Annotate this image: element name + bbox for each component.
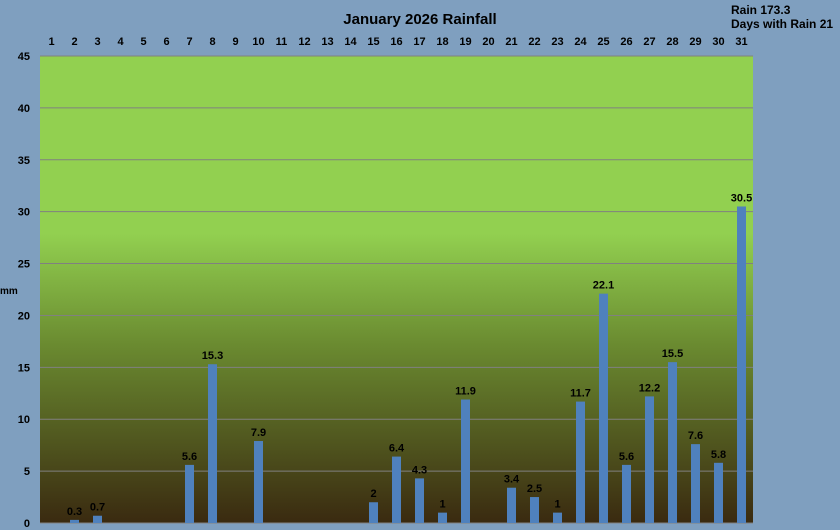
data-label: 15.5 xyxy=(662,348,683,360)
bar xyxy=(645,396,654,523)
y-tick-label: 10 xyxy=(18,414,30,426)
x-tick-label: 1 xyxy=(48,36,54,48)
data-label: 11.9 xyxy=(455,386,476,398)
chart-title: January 2026 Rainfall xyxy=(343,11,496,28)
y-tick-label: 40 xyxy=(18,103,30,115)
bar xyxy=(576,401,585,523)
y-tick-label: 5 xyxy=(24,466,30,478)
x-tick-label: 22 xyxy=(528,36,540,48)
data-label: 11.7 xyxy=(570,388,591,400)
y-tick-label: 45 xyxy=(18,51,30,63)
y-tick-label: 15 xyxy=(18,362,30,374)
x-tick-label: 21 xyxy=(505,36,517,48)
x-tick-label: 29 xyxy=(689,36,701,48)
data-label: 7.6 xyxy=(688,430,703,442)
bar xyxy=(93,515,102,523)
data-label: 3.4 xyxy=(504,474,520,486)
y-tick-label: 20 xyxy=(18,310,30,322)
x-tick-label: 19 xyxy=(459,36,471,48)
x-tick-label: 11 xyxy=(276,36,288,48)
data-label: 5.6 xyxy=(619,451,634,463)
y-tick-label: 25 xyxy=(18,259,30,271)
x-tick-label: 31 xyxy=(735,36,747,48)
data-label: 15.3 xyxy=(202,350,223,362)
bar xyxy=(461,399,470,523)
x-tick-label: 17 xyxy=(413,36,425,48)
bar xyxy=(438,512,447,523)
x-tick-label: 16 xyxy=(390,36,402,48)
bar xyxy=(507,487,516,523)
data-label: 1 xyxy=(439,499,445,511)
x-tick-label: 24 xyxy=(574,36,587,48)
bar xyxy=(691,444,700,523)
data-label: 22.1 xyxy=(593,280,614,292)
data-label: 6.4 xyxy=(389,443,405,455)
x-tick-label: 18 xyxy=(436,36,448,48)
x-tick-label: 14 xyxy=(344,36,357,48)
bar xyxy=(668,362,677,523)
x-tick-label: 26 xyxy=(620,36,632,48)
data-label: 2.5 xyxy=(527,483,542,495)
bar xyxy=(415,478,424,523)
bar xyxy=(369,502,378,523)
bars xyxy=(70,206,746,523)
days-with-rain-label: Days with Rain 21 xyxy=(731,17,833,31)
data-label: 1 xyxy=(554,499,560,511)
y-tick-label: 0 xyxy=(24,518,30,530)
bar xyxy=(599,293,608,523)
x-tick-label: 12 xyxy=(298,36,310,48)
data-label: 12.2 xyxy=(639,382,660,394)
data-labels: 0.3 0.7 5.6 15.3 7.9 2 6.4 4.3 1 11.9 3.4 2.5 1 11.7 2… xyxy=(67,192,752,517)
data-label: 30.5 xyxy=(731,192,752,204)
x-tick-label: 7 xyxy=(186,36,192,48)
bar xyxy=(208,364,217,523)
plot-area xyxy=(40,56,753,523)
data-label: 7.9 xyxy=(251,427,266,439)
data-label: 0.7 xyxy=(90,502,105,514)
y-axis-title: mm xyxy=(0,286,18,297)
x-axis-labels: 1 2 3 4 5 6 7 8 9 10 11 12 13 14 15 16 17 18 19 20 21 22 23 24 2… xyxy=(48,36,747,48)
bar xyxy=(70,519,79,523)
data-label: 5.6 xyxy=(182,451,197,463)
x-tick-label: 5 xyxy=(140,36,146,48)
x-tick-label: 28 xyxy=(666,36,678,48)
x-tick-label: 4 xyxy=(117,36,124,48)
x-tick-label: 6 xyxy=(163,36,169,48)
bar xyxy=(622,464,631,523)
bar xyxy=(254,441,263,523)
bar xyxy=(737,206,746,523)
x-tick-label: 20 xyxy=(482,36,494,48)
x-tick-label: 10 xyxy=(252,36,264,48)
x-tick-label: 30 xyxy=(712,36,724,48)
x-tick-label: 3 xyxy=(94,36,100,48)
x-tick-label: 2 xyxy=(71,36,77,48)
y-tick-label: 35 xyxy=(18,155,30,167)
data-label: 5.8 xyxy=(711,449,726,461)
x-tick-label: 13 xyxy=(321,36,333,48)
bar xyxy=(530,497,539,523)
bar xyxy=(714,462,723,523)
x-tick-label: 25 xyxy=(597,36,609,48)
x-tick-label: 27 xyxy=(643,36,655,48)
y-axis-labels: 0 5 10 15 20 25 30 35 40 45 xyxy=(18,51,30,530)
x-tick-label: 9 xyxy=(232,36,238,48)
data-label: 4.3 xyxy=(412,464,427,476)
bar xyxy=(185,464,194,523)
data-label: 0.3 xyxy=(67,506,82,518)
x-tick-label: 23 xyxy=(551,36,563,48)
total-rain-label: Rain 173.3 xyxy=(731,3,791,17)
x-tick-label: 15 xyxy=(367,36,379,48)
y-tick-label: 30 xyxy=(18,207,30,219)
bar xyxy=(553,512,562,523)
x-tick-label: 8 xyxy=(209,36,215,48)
bar xyxy=(392,456,401,523)
data-label: 2 xyxy=(370,488,376,500)
